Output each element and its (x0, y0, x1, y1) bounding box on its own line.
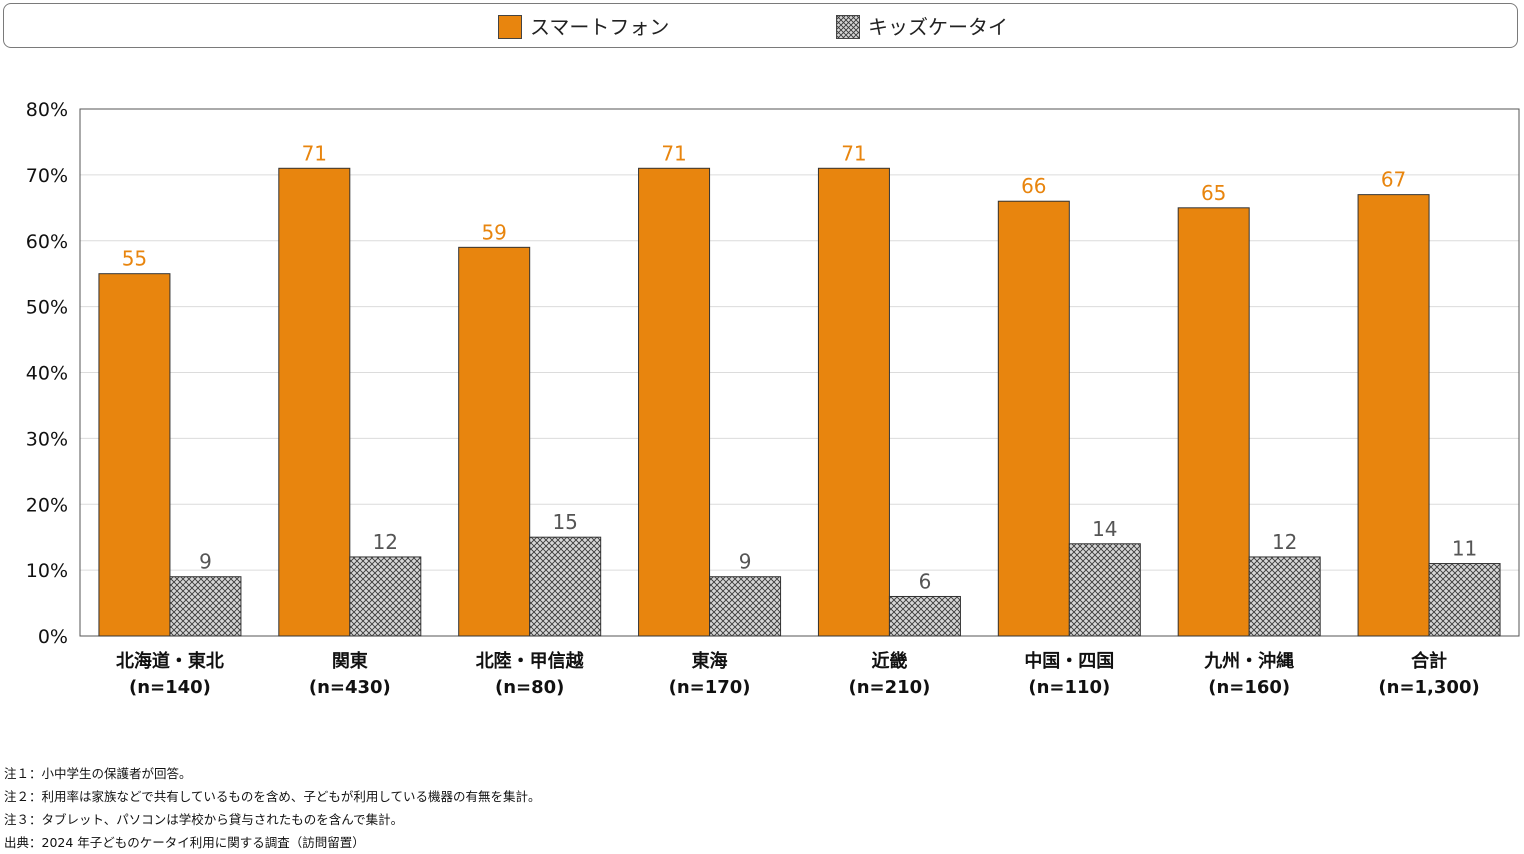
plot-frame (79, 108, 1520, 637)
bar-kids-phone-7 (1428, 563, 1501, 637)
legend-swatch-kids-phone (836, 15, 860, 39)
y-tick-label-80: 80% (26, 99, 68, 121)
category-label-3: 東海 (692, 650, 728, 672)
category-label-0: 北海道・東北 (116, 650, 224, 672)
source-note: 出典：2024 年子どものケータイ利用に関する調査（訪問留置） (4, 835, 365, 850)
value-label-smartphone-6: 65 (1201, 181, 1226, 205)
category-label-6: 九州・沖縄 (1203, 650, 1294, 672)
value-label-smartphone-0: 55 (122, 247, 147, 271)
category-label-4: 近畿 (871, 650, 907, 672)
value-label-smartphone-3: 71 (661, 141, 686, 165)
value-label-kids-phone-7: 11 (1452, 537, 1477, 561)
legend: スマートフォン キッズケータイ (3, 3, 1518, 48)
notes: 注１：小中学生の保護者が回答。 注２：利用率は家族などで共有しているものを含め、… (4, 762, 541, 854)
category-count-3: (n=170) (669, 677, 751, 698)
legend-label-smartphone: スマートフォン (530, 15, 670, 39)
y-tick-label-20: 20% (26, 494, 68, 516)
note-2: 注２：利用率は家族などで共有しているものを含め、子どもが利用している機器の有無を… (4, 789, 541, 804)
y-tick-label-40: 40% (26, 363, 68, 385)
category-count-1: (n=430) (309, 677, 391, 698)
legend-swatch-smartphone (498, 15, 522, 39)
value-label-smartphone-4: 71 (841, 141, 866, 165)
y-tick-label-0: 0% (38, 626, 68, 648)
value-label-smartphone-7: 67 (1381, 168, 1406, 192)
note-3: 注３：タブレット、パソコンは学校から貸与されたものを含んで集計。 (4, 812, 404, 827)
y-tick-label-50: 50% (26, 297, 68, 319)
bar-kids-phone-4 (888, 595, 961, 637)
value-label-kids-phone-2: 15 (552, 510, 577, 534)
bar-smartphone-6 (1177, 207, 1250, 637)
category-count-4: (n=210) (848, 677, 930, 698)
bar-smartphone-1 (278, 167, 351, 637)
legend-label-kids-phone: キッズケータイ (868, 15, 1008, 39)
value-label-kids-phone-3: 9 (739, 550, 752, 574)
category-label-2: 北陸・甲信越 (476, 650, 585, 672)
category-count-7: (n=1,300) (1378, 677, 1479, 698)
bar-kids-phone-6 (1248, 556, 1321, 637)
category-count-5: (n=110) (1028, 677, 1110, 698)
bar-smartphone-2 (458, 246, 531, 637)
value-label-kids-phone-5: 14 (1092, 517, 1117, 541)
category-count-6: (n=160) (1208, 677, 1290, 698)
category-label-1: 関東 (332, 650, 368, 672)
value-label-smartphone-1: 71 (302, 141, 327, 165)
bar-chart: 0% 10% 20% 30% 40% 50% 60% 70% 80% 55 9 北海道・東北 (n=14… (26, 99, 1520, 698)
value-label-kids-phone-6: 12 (1272, 530, 1297, 554)
legend-item-smartphone: スマートフォン (498, 15, 669, 39)
bar-smartphone-3 (638, 167, 711, 637)
category-count-0: (n=140) (129, 677, 211, 698)
category-count-2: (n=80) (495, 677, 564, 698)
value-label-kids-phone-0: 9 (199, 550, 212, 574)
bar-kids-phone-5 (1068, 543, 1141, 637)
y-tick-label-70: 70% (26, 165, 68, 187)
value-label-smartphone-5: 66 (1021, 174, 1046, 198)
bar-kids-phone-3 (709, 576, 782, 637)
category-label-7: 合計 (1411, 650, 1447, 672)
legend-item-kids-phone: キッズケータイ (836, 15, 1008, 39)
bar-kids-phone-2 (529, 536, 602, 637)
bar-smartphone-5 (997, 200, 1070, 637)
bar-kids-phone-0 (169, 576, 242, 637)
note-1: 注１：小中学生の保護者が回答。 (4, 766, 192, 781)
category-label-5: 中国・四国 (1024, 650, 1114, 672)
y-tick-label-60: 60% (26, 231, 68, 253)
y-tick-label-10: 10% (26, 560, 68, 582)
bar-smartphone-4 (817, 167, 890, 637)
bar-smartphone-0 (98, 273, 171, 637)
value-label-kids-phone-1: 12 (373, 530, 398, 554)
bar-smartphone-7 (1357, 194, 1430, 637)
y-tick-label-30: 30% (26, 428, 68, 450)
value-label-kids-phone-4: 6 (919, 569, 932, 593)
value-label-smartphone-2: 59 (481, 220, 506, 244)
bar-kids-phone-1 (349, 556, 422, 637)
